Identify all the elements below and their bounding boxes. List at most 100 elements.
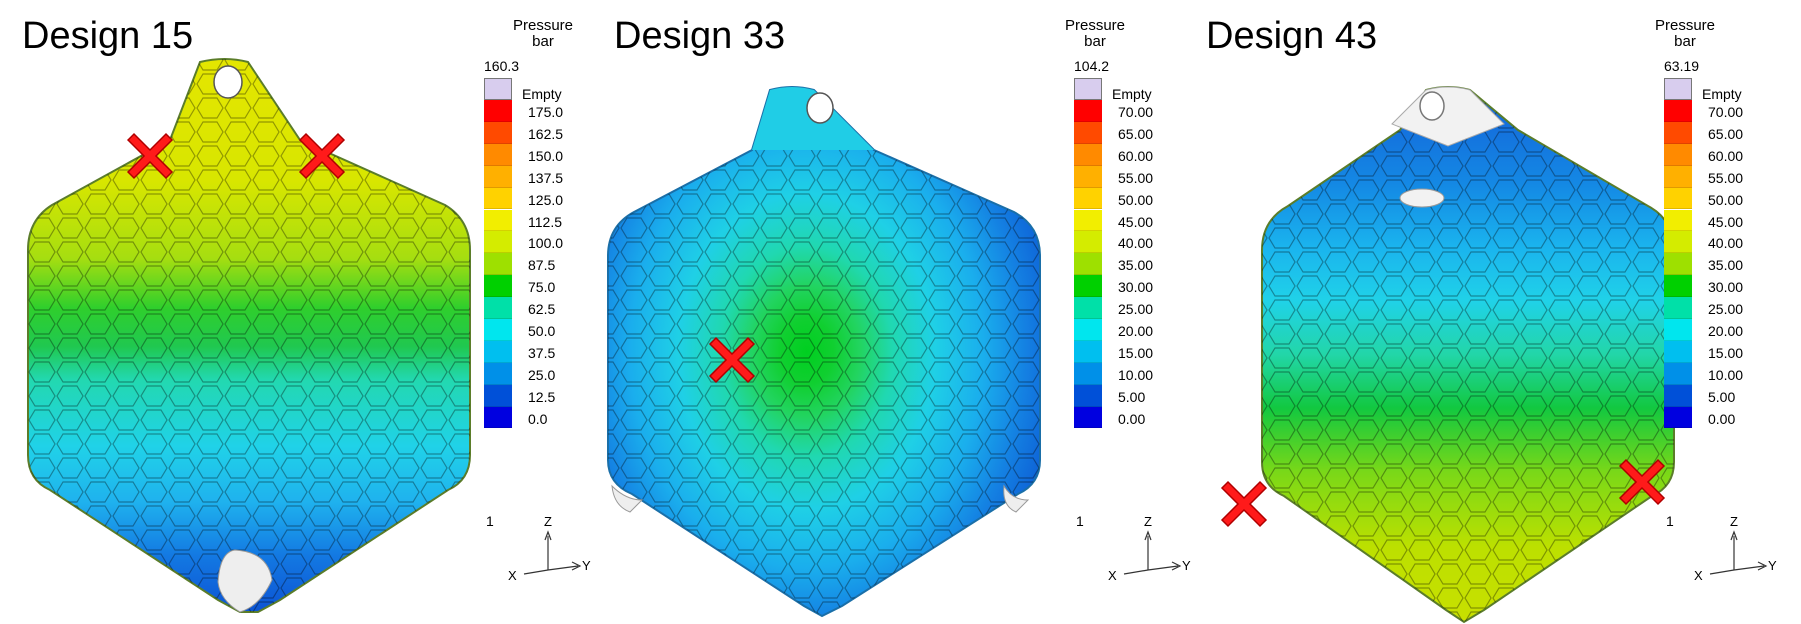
- unfilled-region: [611, 484, 644, 513]
- scale-cell: [484, 187, 512, 210]
- scale-cell: [1664, 362, 1692, 385]
- scale-cell: [484, 319, 512, 341]
- scale-cell: [1074, 275, 1102, 298]
- legend-header: Pressure bar: [1630, 18, 1740, 50]
- legend-header: Pressure bar: [488, 18, 598, 50]
- scale-cell: [1074, 231, 1102, 254]
- panel-design-15: Design 15: [0, 0, 600, 624]
- scale-tick-label: 65.00: [1708, 125, 1744, 142]
- panel-title: Design 15: [22, 15, 194, 57]
- scale-cell: [1074, 340, 1102, 363]
- scale-tick-label: 65.00: [1118, 125, 1154, 142]
- scale-cell: [484, 406, 512, 429]
- scale-tick-label: 50.0: [528, 323, 556, 339]
- scale-cell: [484, 231, 512, 254]
- scale-tick-label: 0.00: [1708, 410, 1736, 427]
- hanging-hole: [213, 65, 243, 99]
- scale-cell-empty: [484, 78, 512, 100]
- scale-tick-label: 75.0: [528, 279, 556, 296]
- scale-tick-label: 20.00: [1118, 323, 1154, 339]
- scale-tick-label: 35.00: [1118, 257, 1154, 274]
- scale-cell: [1664, 165, 1692, 188]
- scale-cell: [1664, 209, 1692, 232]
- axis-z-label: Z: [544, 514, 552, 529]
- color-scale-bar: [484, 78, 512, 429]
- scale-cell: [1074, 253, 1102, 276]
- scale-tick-label: 30.00: [1118, 279, 1154, 296]
- scale-tick-label: 50.00: [1118, 191, 1154, 208]
- scale-cell: [1074, 143, 1102, 166]
- scale-tick-label: 0.00: [1118, 410, 1146, 427]
- scale-cell: [1664, 297, 1692, 319]
- scale-tick-label: 12.5: [528, 388, 556, 405]
- axis-z-label: Z: [1730, 514, 1738, 529]
- scale-cell: [1664, 319, 1692, 341]
- scale-tick-label: 15.00: [1708, 344, 1744, 361]
- scale-tick-label: 60.00: [1118, 147, 1154, 164]
- scale-tick-label: 162.5: [528, 125, 564, 142]
- axis-x-label: X: [1694, 568, 1703, 583]
- scale-cell: [1074, 362, 1102, 385]
- scale-tick-label: 40.00: [1118, 235, 1154, 252]
- scale-cell: [1074, 319, 1102, 341]
- scale-tick-label: 50.00: [1708, 191, 1744, 208]
- scale-tick-label: 137.5: [528, 169, 564, 186]
- scale-cell: [1074, 384, 1102, 407]
- injection-marker: [1618, 458, 1666, 506]
- legend-header: Pressure bar: [1040, 18, 1150, 50]
- legend-min-value: 1: [1076, 513, 1084, 529]
- axis-y-label: Y: [1182, 558, 1191, 573]
- scale-cell: [1074, 121, 1102, 144]
- legend-max-value: 160.3: [484, 58, 520, 74]
- axis-y-label: Y: [1768, 558, 1777, 573]
- scale-tick-label: 10.00: [1118, 366, 1154, 383]
- scale-tick-label: 55.00: [1708, 169, 1744, 186]
- panel-title: Design 43: [1206, 15, 1378, 57]
- scale-cell: [484, 143, 512, 166]
- scale-tick-label: 35.00: [1708, 257, 1744, 274]
- unfilled-region: [217, 549, 273, 613]
- scale-cell: [1664, 253, 1692, 276]
- scale-tick-label: 25.0: [528, 366, 556, 383]
- panel-design-43: Design 43: [1184, 0, 1784, 624]
- legend-unit: bar: [532, 33, 554, 50]
- legend-min-value: 1: [486, 513, 494, 529]
- scale-tick-label: 55.00: [1118, 169, 1154, 186]
- scale-cell: [484, 209, 512, 232]
- scale-tick-label: 60.00: [1708, 147, 1744, 164]
- scale-tick-label: 25.00: [1118, 301, 1154, 318]
- legend-unit: bar: [1674, 33, 1696, 50]
- scale-tick-label: 87.5: [528, 257, 556, 274]
- scale-tick-label: 37.5: [528, 344, 556, 361]
- scale-tick-label: 150.0: [528, 147, 564, 164]
- scale-cell: [484, 275, 512, 298]
- scale-cell: [1074, 165, 1102, 188]
- legend-max-value: 63.19: [1664, 58, 1700, 74]
- scale-tick-label: 70.00: [1118, 104, 1154, 120]
- scale-cell: [1664, 231, 1692, 254]
- panel-title: Design 33: [614, 15, 786, 57]
- scale-tick-label: 100.0: [528, 235, 564, 252]
- injection-marker: [298, 132, 346, 180]
- scale-tick-label: 25.00: [1708, 301, 1744, 318]
- legend-empty-label: Empty: [522, 86, 562, 102]
- legend-empty-label: Empty: [1702, 86, 1742, 102]
- scale-tick-label: 62.5: [528, 301, 556, 318]
- unfilled-region: [1003, 484, 1030, 513]
- scale-cell: [484, 340, 512, 363]
- scale-tick-label: 5.00: [1118, 388, 1146, 405]
- axis-z-label: Z: [1144, 514, 1152, 529]
- injection-marker: [708, 336, 756, 384]
- scale-tick-label: 40.00: [1708, 235, 1744, 252]
- scale-cell: [1664, 384, 1692, 407]
- legend-quantity: Pressure: [1064, 17, 1126, 34]
- scale-cell: [1664, 340, 1692, 363]
- scale-tick-label: 112.5: [528, 213, 562, 230]
- scale-tick-label: 45.00: [1708, 213, 1744, 230]
- axis-x-label: X: [508, 568, 517, 583]
- scale-cell: [1664, 406, 1692, 429]
- scale-tick-label: 5.00: [1708, 388, 1736, 405]
- scale-cell: [484, 121, 512, 144]
- legend-max-value: 104.2: [1074, 58, 1110, 74]
- scale-cell: [484, 100, 512, 122]
